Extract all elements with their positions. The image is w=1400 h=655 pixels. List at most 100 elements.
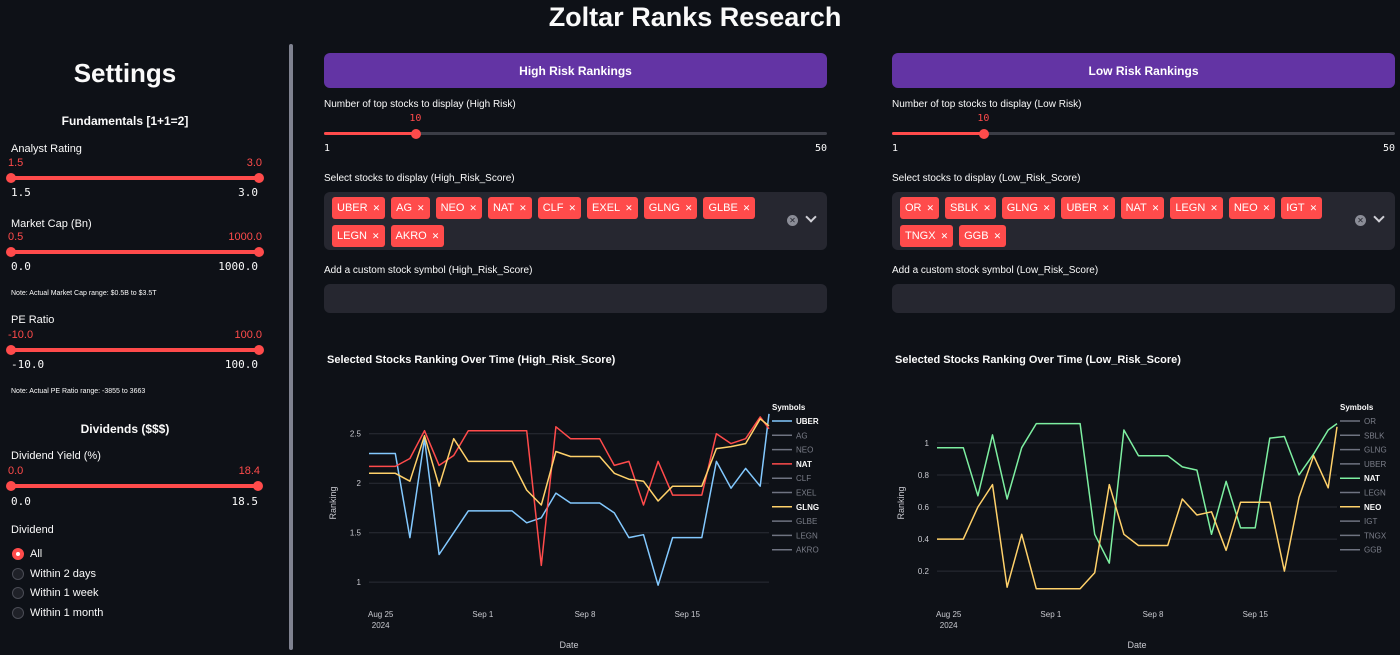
dividend-option[interactable]: Within 2 days	[12, 566, 96, 582]
legend-item[interactable]: CLF	[772, 474, 811, 483]
remove-tag-icon[interactable]: ✕	[983, 202, 991, 213]
sidebar-resize-handle[interactable]	[289, 44, 293, 650]
legend-item[interactable]: UBER	[1340, 460, 1386, 469]
stock-tag[interactable]: SBLK ✕	[945, 197, 996, 219]
remove-tag-icon[interactable]: ✕	[940, 230, 949, 241]
stock-tag[interactable]: NAT ✕	[1120, 197, 1165, 219]
series-line-neo[interactable]	[937, 426, 1338, 590]
clear-icon[interactable]: ✕	[1355, 215, 1366, 226]
radio-button[interactable]	[12, 606, 24, 619]
legend-item[interactable]: EXEL	[772, 489, 817, 498]
stock-tag[interactable]: LEGN ✕	[1170, 197, 1223, 219]
remove-tag-icon[interactable]: ✕	[371, 230, 380, 241]
stock-tag[interactable]: CLF ✕	[537, 197, 582, 219]
slider-low-thumb[interactable]	[6, 173, 16, 183]
dividend-yield-max: 18.5	[231, 495, 259, 508]
stock-tag[interactable]: OR ✕	[900, 197, 940, 219]
stock-tag-label: TNGX	[905, 230, 936, 242]
remove-tag-icon[interactable]: ✕	[742, 202, 751, 213]
dividend-option[interactable]: All	[12, 546, 42, 562]
legend-item[interactable]: LEGN	[1340, 489, 1386, 498]
slider-high-thumb[interactable]	[254, 173, 264, 183]
legend-item[interactable]: AG	[772, 431, 808, 440]
clear-icon[interactable]: ✕	[787, 215, 798, 226]
high-topn-slider[interactable]	[324, 132, 827, 135]
remove-tag-icon[interactable]: ✕	[372, 202, 381, 213]
remove-tag-icon[interactable]: ✕	[993, 230, 1002, 241]
low-topn-slider[interactable]	[892, 132, 1395, 135]
legend-item[interactable]: UBER	[772, 417, 819, 426]
radio-button[interactable]	[12, 587, 24, 599]
legend-item[interactable]: LEGN	[772, 531, 818, 540]
remove-tag-icon[interactable]: ✕	[625, 202, 633, 213]
stock-tag[interactable]: LEGN ✕	[332, 225, 385, 247]
legend-item[interactable]: NAT	[1340, 474, 1380, 483]
remove-tag-icon[interactable]: ✕	[1102, 202, 1110, 213]
stock-tag[interactable]: UBER ✕	[1061, 197, 1115, 219]
stock-tag[interactable]: IGT ✕	[1281, 197, 1323, 219]
slider-thumb[interactable]	[979, 128, 990, 139]
legend-item[interactable]: GLNG	[772, 503, 819, 512]
stock-tag[interactable]: TNGX ✕	[900, 225, 954, 247]
stock-tag[interactable]: UBER ✕	[332, 197, 386, 219]
remove-tag-icon[interactable]: ✕	[568, 202, 577, 213]
high-custom-symbol-input[interactable]	[324, 284, 827, 313]
remove-tag-icon[interactable]: ✕	[1210, 202, 1218, 213]
chevron-down-icon[interactable]	[1373, 211, 1385, 223]
series-line-nat[interactable]	[937, 422, 1338, 564]
legend-item[interactable]: SBLK	[1340, 431, 1385, 440]
stock-tag[interactable]: NAT ✕	[487, 197, 532, 219]
stock-tag[interactable]: GLBE ✕	[703, 197, 756, 219]
legend-item[interactable]: IGT	[1340, 517, 1377, 526]
legend-item[interactable]: NAT	[772, 460, 812, 469]
legend-item[interactable]: GLBE	[772, 517, 817, 526]
remove-tag-icon[interactable]: ✕	[519, 202, 527, 213]
radio-button[interactable]	[12, 548, 24, 560]
low-risk-rankings-button[interactable]: Low Risk Rankings	[892, 53, 1395, 88]
slider-low-thumb[interactable]	[6, 345, 16, 355]
remove-tag-icon[interactable]: ✕	[1309, 202, 1318, 213]
chevron-down-icon[interactable]	[805, 211, 817, 223]
stock-tag[interactable]: NEO ✕	[435, 197, 482, 219]
stock-tag[interactable]: GGB ✕	[959, 225, 1007, 247]
stock-tag[interactable]: NEO ✕	[1228, 197, 1276, 219]
high-stock-multiselect[interactable]: UBER ✕ AG ✕ NEO ✕ NAT ✕ CLF ✕ EXEL ✕ GLNG ✕ GLBE ✕ LEGN ✕…	[324, 192, 827, 250]
slider-thumb[interactable]	[411, 128, 422, 139]
low-custom-symbol-input[interactable]	[892, 284, 1395, 313]
legend-item[interactable]: GGB	[1340, 546, 1382, 555]
remove-tag-icon[interactable]: ✕	[926, 202, 935, 213]
remove-tag-icon[interactable]: ✕	[1042, 202, 1051, 213]
dividend-option[interactable]: Within 1 month	[12, 605, 103, 621]
remove-tag-icon[interactable]: ✕	[684, 202, 693, 213]
remove-tag-icon[interactable]: ✕	[431, 230, 440, 241]
legend-item[interactable]: NEO	[1340, 503, 1381, 512]
slider-high-thumb[interactable]	[254, 247, 264, 257]
remove-tag-icon[interactable]: ✕	[1151, 202, 1160, 213]
series-line-uber[interactable]	[369, 413, 770, 586]
legend-item[interactable]: OR	[1340, 417, 1376, 426]
high-risk-rankings-button[interactable]: High Risk Rankings	[324, 53, 827, 88]
stock-tag[interactable]: GLNG ✕	[1001, 197, 1056, 219]
legend-item[interactable]: TNGX	[1340, 531, 1387, 540]
slider-high-thumb[interactable]	[254, 345, 264, 355]
stock-tag[interactable]: AKRO ✕	[390, 225, 445, 247]
legend-item[interactable]: NEO	[772, 446, 813, 455]
remove-tag-icon[interactable]: ✕	[417, 202, 425, 213]
low-stock-multiselect[interactable]: OR ✕ SBLK ✕ GLNG ✕ UBER ✕ NAT ✕ LEGN ✕ NEO ✕ IGT ✕ TNGX ✕…	[892, 192, 1395, 250]
stock-tag[interactable]: GLNG ✕	[643, 197, 698, 219]
series-line-nat[interactable]	[369, 416, 770, 567]
slider-low-thumb[interactable]	[6, 481, 16, 491]
slider-high-thumb[interactable]	[252, 481, 263, 491]
x-tick-label: Sep 1	[472, 610, 493, 619]
legend-item[interactable]: GLNG	[1340, 446, 1387, 455]
stock-tag[interactable]: AG ✕	[391, 197, 430, 219]
remove-tag-icon[interactable]: ✕	[1262, 202, 1271, 213]
dividend-option-label: Within 1 week	[30, 587, 99, 599]
dividend-option[interactable]: Within 1 week	[12, 585, 98, 601]
stock-tag[interactable]: EXEL ✕	[587, 197, 638, 219]
series-line-glng[interactable]	[369, 418, 770, 506]
remove-tag-icon[interactable]: ✕	[469, 202, 477, 213]
legend-item[interactable]: AKRO	[772, 546, 819, 555]
radio-button[interactable]	[12, 567, 24, 580]
slider-low-thumb[interactable]	[6, 247, 16, 257]
